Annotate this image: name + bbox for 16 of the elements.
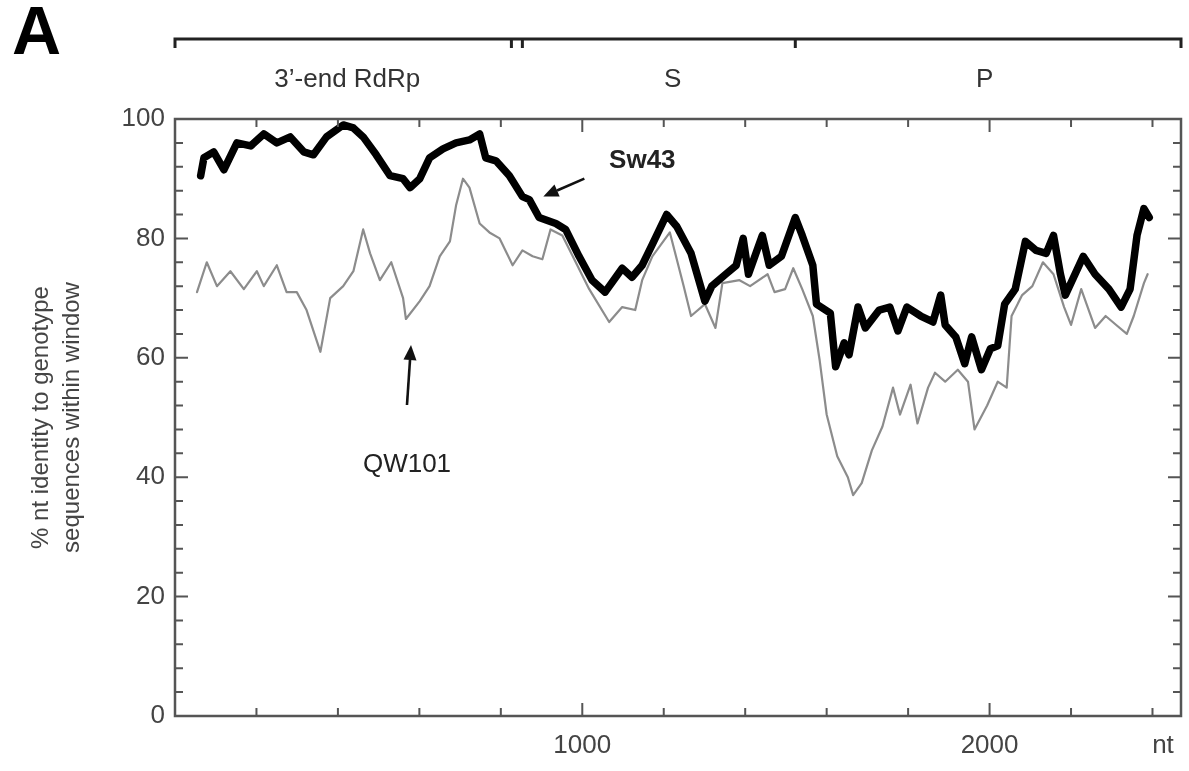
y-tick-label: 60	[136, 340, 165, 371]
y-axis-title: % nt identity to genotype sequences within window	[26, 281, 85, 553]
y-tick-label: 20	[136, 579, 165, 610]
y-tick-label: 80	[136, 221, 165, 252]
x-tick-label: 1000	[553, 728, 612, 759]
y-tick-label: 40	[136, 460, 165, 491]
y-tick-label: 100	[121, 102, 165, 133]
annotation: QW101	[362, 448, 452, 479]
series-label: Sw43	[609, 143, 676, 174]
text: P	[976, 63, 994, 94]
y-tick-label: 0	[150, 699, 165, 730]
x-axis-title: nt	[1152, 729, 1175, 760]
text: S	[664, 63, 682, 94]
x-tick-label: 2000	[960, 728, 1019, 759]
text: 3’-end RdRp	[274, 63, 421, 94]
text: A	[12, 0, 62, 68]
